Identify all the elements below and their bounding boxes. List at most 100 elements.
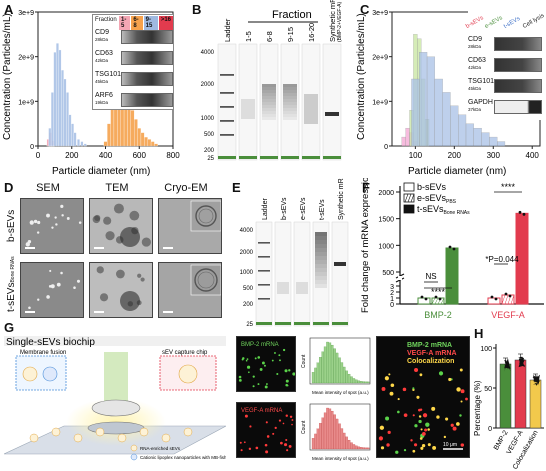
gel-band <box>334 262 346 266</box>
hist-bar <box>328 342 332 384</box>
panel-f-point <box>448 245 452 249</box>
panel-c-bar <box>426 56 435 147</box>
gel-smear <box>283 99 297 102</box>
gel-lane-label: Ladder <box>223 18 232 42</box>
panel-h-bar <box>514 359 527 429</box>
green-spot <box>246 365 251 369</box>
blot-kda-label: 37kDa <box>468 107 482 112</box>
green-spot <box>288 369 291 372</box>
vesicle-dot <box>96 266 104 274</box>
panel-c-xlabel: Particle diameter (nm) <box>408 166 506 177</box>
hist-bar <box>311 438 315 450</box>
panel-a-bar <box>68 114 72 147</box>
merge-spot <box>456 422 460 426</box>
merge-spot <box>380 446 385 450</box>
green-spot <box>278 354 281 357</box>
green-spot <box>238 375 242 379</box>
panel-label-d: D <box>4 180 14 195</box>
gel-smear <box>304 94 318 124</box>
panel-a-chart: 0 1e+9 2e+9 3e+9 0 200 400 600 800 Concentratio… <box>2 10 180 177</box>
panel-f-hatch <box>440 297 445 305</box>
vesicle-dot <box>129 210 140 221</box>
gel-marker-band <box>256 322 272 325</box>
chip-vesicle <box>183 427 193 437</box>
panel-c-bar <box>401 136 406 147</box>
panel-f-legend-swatch <box>403 193 415 203</box>
green-spot <box>257 356 261 359</box>
red-spot <box>286 449 289 452</box>
hist-bar <box>328 408 332 450</box>
hist-bar <box>321 351 324 384</box>
hist-bar <box>340 428 344 450</box>
vesicle-dot <box>103 216 112 225</box>
ladder-band <box>258 270 270 272</box>
panel-f-annotation: **** <box>501 182 516 192</box>
merge-spot <box>386 443 390 447</box>
bmp2-hist-ylabel: Count <box>301 354 307 368</box>
panel-h-point <box>532 383 538 385</box>
panel-f-hatch <box>434 297 439 305</box>
hist-bar <box>347 439 351 450</box>
hist-bar <box>347 373 351 384</box>
panel-label-g: G <box>4 320 15 335</box>
gel-marker-band <box>281 156 299 159</box>
panel-a-bar <box>61 69 64 147</box>
blot-row: TSG101 45kDa <box>468 76 544 97</box>
gel-smear <box>262 99 276 102</box>
gel-smear <box>315 240 327 244</box>
ladder-band <box>258 242 270 244</box>
gel-lane <box>322 43 342 161</box>
panel-c-legend-item: e-sEVs <box>484 15 504 30</box>
hist-bar <box>359 381 363 384</box>
hist-bar <box>323 346 327 384</box>
gel-lane-label: 16-20 <box>307 23 316 42</box>
panel-g-legend-label: Cationic lipoplex nanoparticles with MB-… <box>140 455 226 460</box>
gel-marker-band <box>239 156 257 159</box>
merge-spot <box>432 445 437 450</box>
panel-c-bar <box>458 114 467 147</box>
panel-f-group-label: VEGF-A <box>491 310 525 320</box>
blot-band <box>121 72 173 86</box>
ladder-band <box>220 92 234 94</box>
red-spot <box>266 435 270 438</box>
panel-h-point <box>533 375 537 383</box>
vesicle-dot <box>92 215 101 224</box>
merge-spot <box>424 428 428 432</box>
vegfa-hist-ylabel: Count <box>301 420 307 434</box>
vesicle-dot <box>137 273 142 278</box>
merge-spot <box>425 422 430 427</box>
red-spot <box>255 446 259 450</box>
hist-bar <box>314 433 317 450</box>
gel-lane <box>331 221 349 327</box>
green-spot <box>284 369 288 373</box>
panel-c-bar <box>411 78 420 147</box>
panel-c-legend-item: t-sEVs <box>503 15 522 30</box>
panel-f-point <box>424 297 428 301</box>
panel-c-ytick: 1e+9 <box>372 99 388 106</box>
hist-bar <box>340 362 344 384</box>
panel-label-f: F <box>362 180 370 195</box>
blot-kda-label: 28kDa <box>468 44 482 49</box>
panel-a-inset: Fraction 1-5 6-8 9-15 >16 CD9 28kDa CD63 42… <box>92 14 174 110</box>
panel-b-gel: Fraction Ladder 1-5 6-8 9-15 16-20 Synthetic … <box>201 0 343 162</box>
vegfa-fluorescence-image: VEGF-A mRNA <box>236 402 296 458</box>
merge-spot <box>412 449 416 453</box>
ladder-size-label: 4000 <box>201 50 215 56</box>
merge-bmp2: BMP-2 mRNA <box>407 342 452 349</box>
panel-h-ylabel: Percentage (%) <box>473 380 482 436</box>
panel-a-bar <box>80 141 84 147</box>
panel-d-row-b: b-sEVs <box>6 209 17 242</box>
panel-f-ytick: 0 <box>390 302 394 309</box>
panel-f-hatch <box>431 297 436 305</box>
bmp2-hist-xlabel: Mean intensity of spot (a.u.) <box>312 390 369 395</box>
green-spot <box>292 372 295 376</box>
blot-protein-label: TSG101 <box>468 78 495 85</box>
panel-f-ytick: 1500 <box>378 217 394 224</box>
sem-image-t <box>20 262 84 318</box>
ladder-band <box>220 134 234 136</box>
hist-bar <box>362 381 365 384</box>
panel-c-xtick: 200 <box>448 151 462 160</box>
gel-smear <box>315 272 327 276</box>
merge-spot <box>422 413 428 418</box>
panel-a-xtick: 400 <box>99 151 113 160</box>
